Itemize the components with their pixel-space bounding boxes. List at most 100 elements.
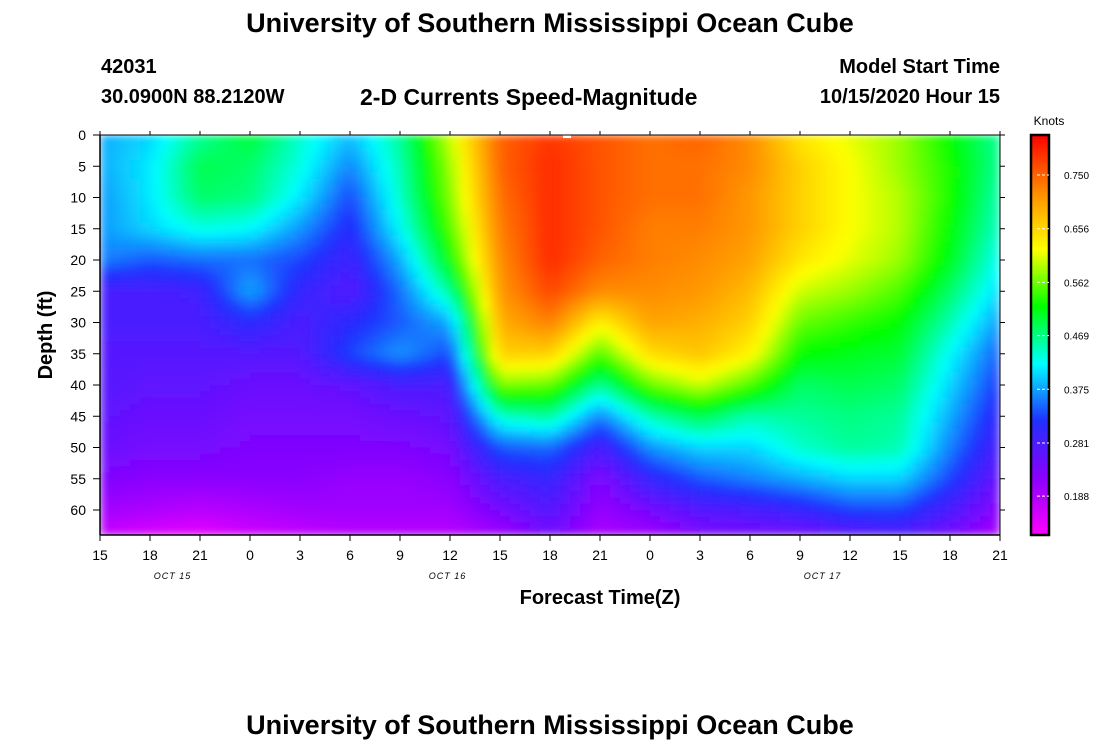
heatmap-cell (880, 347, 891, 355)
heatmap-cell (900, 172, 911, 180)
heatmap-cell (680, 216, 691, 224)
heatmap-cell (680, 460, 691, 467)
heatmap-cell (310, 303, 321, 311)
heatmap-cell (450, 253, 461, 261)
heatmap-cell (960, 366, 971, 374)
heatmap-cell (820, 178, 831, 186)
heatmap-cell (640, 447, 651, 455)
heatmap-cell (570, 178, 581, 186)
heatmap-cell (230, 210, 241, 217)
heatmap-cell (820, 466, 831, 474)
heatmap-cell (710, 241, 721, 249)
heatmap-cell (730, 410, 741, 417)
heatmap-cell (650, 447, 661, 455)
heatmap-cell (260, 228, 271, 236)
heatmap-cell (880, 153, 891, 161)
heatmap-cell (320, 328, 331, 336)
heatmap-cell (220, 478, 231, 486)
heatmap-cell (900, 241, 911, 249)
heatmap-cell (190, 166, 201, 174)
heatmap-cell (760, 185, 771, 192)
heatmap-cell (760, 422, 771, 430)
heatmap-cell (310, 316, 321, 324)
heatmap-cell (210, 297, 221, 305)
heatmap-cell (790, 460, 801, 467)
heatmap-cell (550, 210, 561, 217)
heatmap-cell (230, 322, 241, 330)
heatmap-cell (530, 172, 541, 180)
heatmap-cell (780, 141, 791, 149)
heatmap-cell (450, 466, 461, 474)
heatmap-cell (710, 235, 721, 242)
heatmap-cell (830, 216, 841, 224)
heatmap-cell (790, 297, 801, 305)
heatmap-cell (280, 316, 291, 324)
heatmap-cell (330, 447, 341, 455)
heatmap-cell (900, 228, 911, 236)
heatmap-cell (240, 216, 251, 224)
heatmap-cell (170, 347, 181, 355)
heatmap-cell (840, 185, 851, 192)
heatmap-cell (130, 197, 141, 205)
heatmap-cell (290, 466, 301, 474)
heatmap-cell (720, 135, 731, 142)
heatmap-cell (760, 285, 771, 292)
heatmap-cell (900, 466, 911, 474)
heatmap-cell (930, 241, 941, 249)
heatmap-cell (350, 241, 361, 249)
heatmap-cell (240, 422, 251, 430)
heatmap-cell (570, 403, 581, 411)
heatmap-cell (780, 272, 791, 280)
heatmap-cell (380, 216, 391, 224)
heatmap-cell (280, 472, 291, 480)
heatmap-cell (160, 410, 171, 417)
heatmap-cell (200, 478, 211, 486)
heatmap-cell (700, 472, 711, 480)
heatmap-cell (280, 203, 291, 211)
heatmap-cell (180, 466, 191, 474)
heatmap-cell (400, 253, 411, 261)
heatmap-cell (980, 147, 991, 155)
heatmap-cell (430, 347, 441, 355)
heatmap-cell (790, 347, 801, 355)
heatmap-cell (110, 285, 121, 292)
heatmap-cell (690, 435, 701, 442)
heatmap-cell (780, 147, 791, 155)
heatmap-cell (650, 147, 661, 155)
heatmap-cell (520, 378, 531, 386)
heatmap-cell (410, 191, 421, 199)
heatmap-cell (170, 197, 181, 205)
heatmap-cell (740, 185, 751, 192)
heatmap-cell (890, 153, 901, 161)
heatmap-cell (250, 222, 261, 230)
heatmap-cell (550, 197, 561, 205)
heatmap-cell (410, 228, 421, 236)
heatmap-cell (940, 228, 951, 236)
heatmap-cell (470, 285, 481, 292)
heatmap-cell (720, 466, 731, 474)
heatmap-cell (440, 222, 451, 230)
heatmap-cell (510, 141, 521, 149)
heatmap-cell (800, 353, 811, 361)
heatmap-cell (510, 191, 521, 199)
heatmap-cell (970, 172, 981, 180)
heatmap-cell (940, 322, 951, 330)
heatmap-cell (910, 447, 921, 455)
heatmap-cell (550, 378, 561, 386)
heatmap-cell (310, 422, 321, 430)
heatmap-cell (910, 310, 921, 317)
heatmap-cell (480, 460, 491, 467)
heatmap-cell (550, 428, 561, 436)
heatmap-cell (850, 278, 861, 286)
heatmap-cell (330, 260, 341, 267)
heatmap-cell (490, 222, 501, 230)
heatmap-cell (550, 141, 561, 149)
heatmap-cell (760, 241, 771, 249)
heatmap-cell (340, 397, 351, 405)
heatmap-cell (940, 341, 951, 349)
heatmap-cell (920, 441, 931, 449)
heatmap-cell (500, 328, 511, 336)
heatmap-cell (430, 297, 441, 305)
heatmap-cell (500, 172, 511, 180)
heatmap-cell (680, 385, 691, 392)
